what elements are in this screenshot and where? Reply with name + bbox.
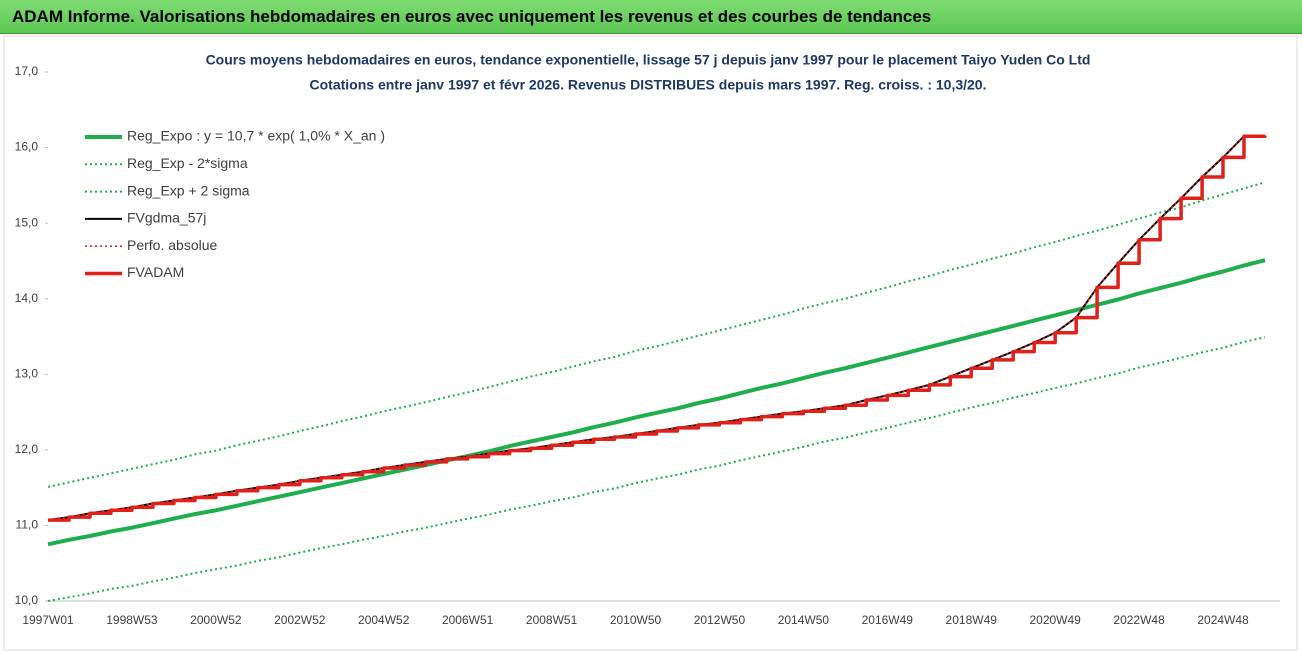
- legend-label: Reg_Expo : y = 10,7 * exp( 1,0% * X_an ): [127, 128, 385, 144]
- x-tick-label: 2004W52: [358, 613, 410, 627]
- x-tick-label: 2002W52: [274, 613, 326, 627]
- legend-label: Perfo. absolue: [127, 237, 217, 253]
- x-tick-label: 2016W49: [862, 613, 914, 627]
- x-tick-label: 2006W51: [442, 613, 494, 627]
- series-line: [47, 336, 1266, 602]
- y-tick-label: 16,0: [15, 140, 39, 154]
- x-tick-label: 2010W50: [610, 613, 662, 627]
- x-tick-label: 1997W01: [22, 613, 74, 627]
- y-tick-label: 10,0: [15, 593, 39, 607]
- y-tick-label: 14,0: [15, 291, 39, 305]
- series-line: [47, 258, 1266, 547]
- x-tick-label: 2000W52: [190, 613, 242, 627]
- y-tick-label: 15,0: [15, 215, 39, 229]
- y-tick-label: 12,0: [15, 442, 39, 456]
- x-tick-label: 2024W48: [1197, 613, 1249, 627]
- legend-label: Reg_Exp - 2*sigma: [127, 155, 248, 171]
- x-tick-label: 2008W51: [526, 613, 578, 627]
- x-tick-label: 1998W53: [106, 613, 158, 627]
- x-tick-label: 2012W50: [694, 613, 746, 627]
- chart-subtitle: Cotations entre janv 1997 et févr 2026. …: [310, 77, 987, 93]
- chart: Cours moyens hebdomadaires en euros, ten…: [3, 35, 1298, 651]
- y-tick-label: 17,0: [15, 64, 39, 78]
- x-tick-label: 2022W48: [1113, 613, 1165, 627]
- legend-label: Reg_Exp + 2 sigma: [127, 182, 250, 198]
- x-tick-label: 2020W49: [1029, 613, 1081, 627]
- legend-label: FVADAM: [127, 264, 184, 280]
- series-line: [47, 181, 1266, 488]
- chart-border: [3, 35, 1298, 651]
- x-tick-label: 2014W50: [778, 613, 830, 627]
- x-tick-label: 2018W49: [946, 613, 998, 627]
- legend-label: FVgdma_57j: [127, 210, 206, 226]
- series-line: [48, 134, 1267, 522]
- y-tick-label: 13,0: [15, 366, 39, 380]
- y-tick-label: 11,0: [16, 518, 39, 532]
- banner-title: ADAM Informe. Valorisations hebdomadaire…: [0, 0, 1302, 34]
- chart-title: Cours moyens hebdomadaires en euros, ten…: [206, 52, 1091, 68]
